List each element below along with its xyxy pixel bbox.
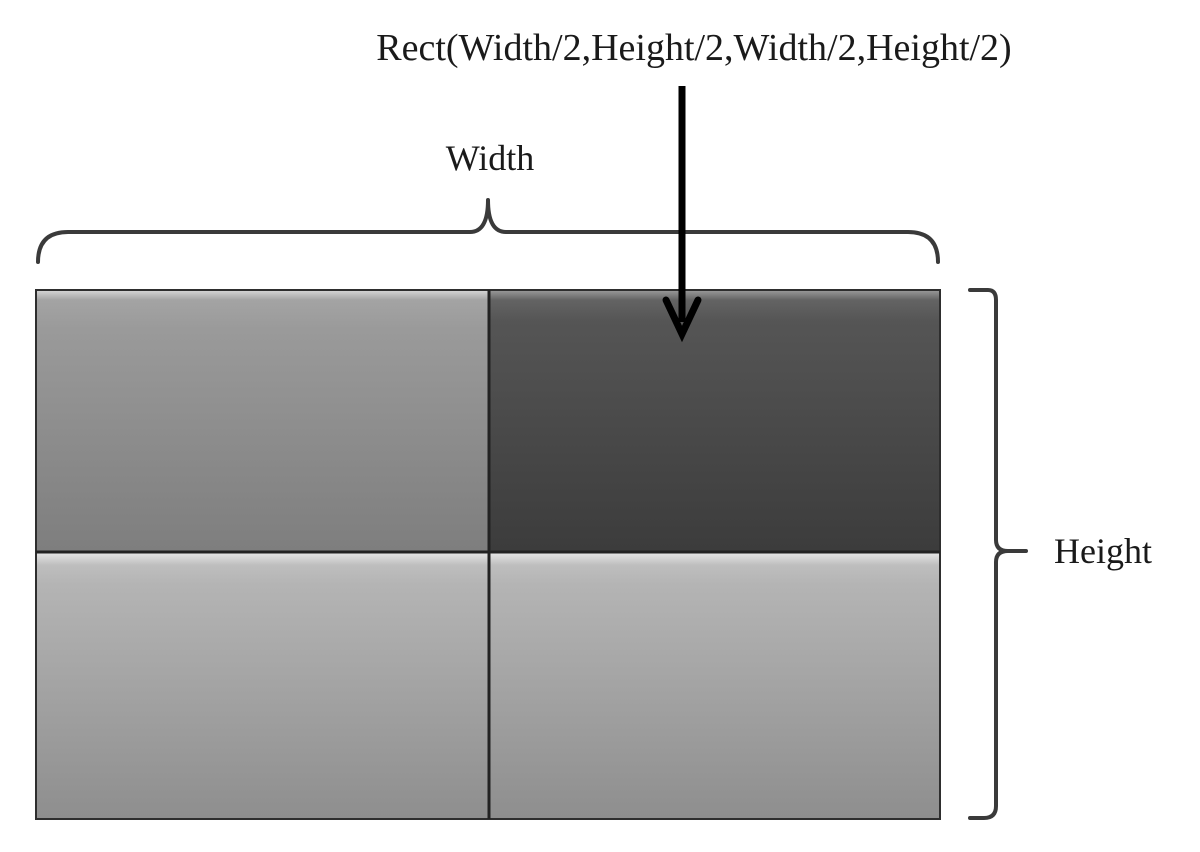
cell-top-left — [36, 290, 488, 551]
cell-shine — [490, 553, 940, 565]
cell-shine — [490, 290, 940, 300]
arrow-icon — [662, 86, 702, 343]
width-brace — [36, 198, 940, 264]
cell-top-right — [490, 290, 940, 551]
width-label: Width — [446, 138, 535, 178]
cell-shine — [36, 553, 488, 565]
height-label: Height — [1054, 531, 1152, 571]
cell-shine — [36, 290, 488, 300]
quadrant-grid — [35, 289, 941, 820]
cell-bottom-left — [36, 553, 488, 819]
rect-annotation-label: Rect(Width/2,Height/2,Width/2,Height/2) — [376, 27, 1011, 69]
height-brace — [968, 288, 1028, 820]
cell-bottom-right — [490, 553, 940, 819]
